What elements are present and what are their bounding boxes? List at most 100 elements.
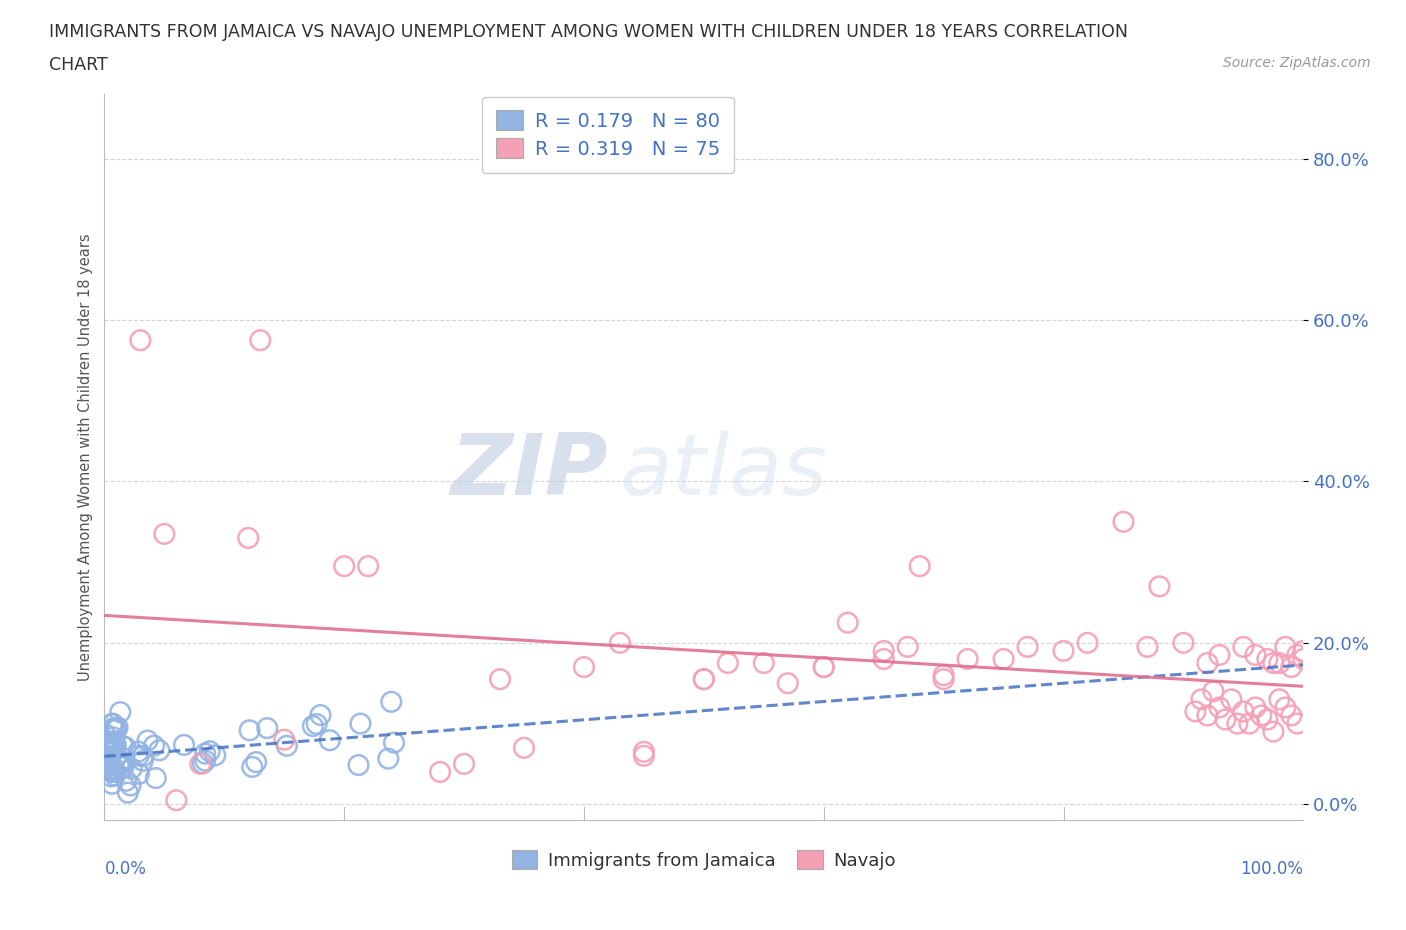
Point	[129, 333, 152, 348]
Point	[1274, 700, 1296, 715]
Point	[1112, 514, 1135, 529]
Point	[1239, 716, 1261, 731]
Point	[908, 559, 931, 574]
Point	[333, 559, 356, 574]
Point	[993, 652, 1015, 667]
Point	[717, 656, 740, 671]
Point	[1244, 647, 1267, 662]
Point	[1136, 640, 1159, 655]
Point	[1292, 644, 1315, 658]
Point	[1208, 647, 1230, 662]
Point	[148, 743, 170, 758]
Point	[97, 759, 120, 774]
Point	[132, 749, 155, 764]
Point	[198, 744, 221, 759]
Point	[103, 730, 125, 745]
Point	[349, 716, 371, 731]
Point	[104, 737, 127, 752]
Point	[103, 734, 125, 749]
Point	[98, 743, 121, 758]
Point	[188, 756, 211, 771]
Point	[1256, 652, 1278, 667]
Point	[239, 723, 262, 737]
Point	[1256, 712, 1278, 727]
Point	[633, 749, 655, 764]
Point	[103, 737, 125, 751]
Point	[932, 668, 955, 683]
Point	[104, 722, 127, 737]
Point	[273, 732, 295, 747]
Point	[108, 756, 131, 771]
Point	[110, 754, 132, 769]
Point	[932, 671, 955, 686]
Point	[112, 759, 135, 774]
Point	[100, 746, 122, 761]
Point	[1220, 692, 1243, 707]
Point	[245, 754, 267, 769]
Point	[1173, 635, 1195, 650]
Point	[813, 659, 835, 674]
Point	[357, 559, 380, 574]
Point	[249, 333, 271, 348]
Point	[117, 785, 139, 800]
Point	[98, 749, 121, 764]
Text: atlas: atlas	[620, 431, 828, 513]
Point	[238, 530, 260, 545]
Point	[101, 764, 124, 778]
Text: CHART: CHART	[49, 56, 108, 73]
Point	[101, 721, 124, 736]
Point	[453, 756, 475, 771]
Point	[897, 640, 920, 655]
Point	[110, 705, 132, 720]
Point	[111, 738, 134, 753]
Point	[347, 758, 370, 773]
Point	[100, 761, 122, 776]
Point	[1286, 716, 1309, 731]
Point	[693, 671, 716, 686]
Point	[136, 733, 159, 748]
Text: 0.0%: 0.0%	[104, 860, 146, 878]
Point	[1149, 578, 1171, 593]
Legend: Immigrants from Jamaica, Navajo: Immigrants from Jamaica, Navajo	[505, 843, 903, 877]
Point	[100, 744, 122, 759]
Point	[104, 768, 127, 783]
Point	[94, 735, 117, 750]
Point	[1076, 635, 1098, 650]
Point	[94, 757, 117, 772]
Point	[97, 745, 120, 760]
Point	[1197, 656, 1219, 671]
Point	[103, 761, 125, 776]
Point	[1197, 708, 1219, 723]
Point	[1279, 708, 1302, 723]
Point	[93, 726, 115, 741]
Point	[873, 652, 896, 667]
Text: IMMIGRANTS FROM JAMAICA VS NAVAJO UNEMPLOYMENT AMONG WOMEN WITH CHILDREN UNDER 1: IMMIGRANTS FROM JAMAICA VS NAVAJO UNEMPL…	[49, 23, 1128, 41]
Point	[96, 753, 118, 768]
Point	[107, 720, 129, 735]
Point	[1274, 640, 1296, 655]
Point	[145, 771, 167, 786]
Point	[380, 695, 402, 710]
Point	[114, 739, 136, 754]
Point	[153, 526, 176, 541]
Text: ZIP: ZIP	[450, 431, 607, 513]
Point	[132, 753, 155, 768]
Point	[693, 671, 716, 686]
Point	[609, 635, 631, 650]
Point	[94, 758, 117, 773]
Point	[1208, 700, 1230, 715]
Point	[276, 738, 298, 753]
Point	[204, 748, 226, 763]
Point	[103, 744, 125, 759]
Text: Source: ZipAtlas.com: Source: ZipAtlas.com	[1223, 56, 1371, 70]
Y-axis label: Unemployment Among Women with Children Under 18 years: Unemployment Among Women with Children U…	[79, 233, 93, 681]
Point	[1184, 704, 1206, 719]
Point	[319, 733, 342, 748]
Point	[1286, 647, 1309, 662]
Point	[127, 744, 149, 759]
Point	[1215, 712, 1237, 727]
Point	[98, 764, 121, 778]
Point	[305, 716, 328, 731]
Point	[96, 751, 118, 766]
Point	[100, 769, 122, 784]
